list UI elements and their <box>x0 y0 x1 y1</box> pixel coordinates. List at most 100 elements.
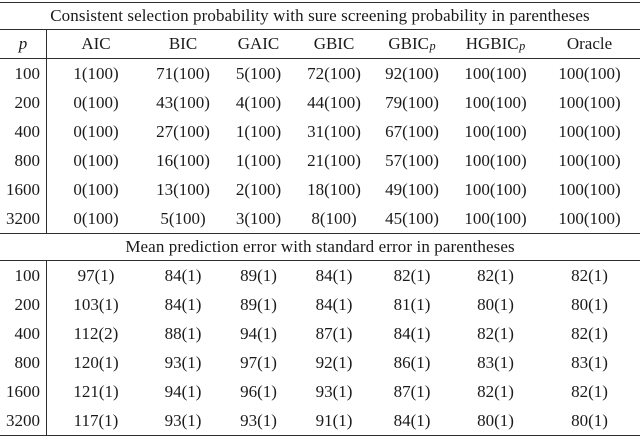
table-cell: 1(100) <box>73 63 119 83</box>
table-cell: 100(100) <box>464 179 527 199</box>
table-cell: 84(1) <box>315 294 353 314</box>
table-row: 200 103(1) 84(1) 89(1) 84(1) 81(1) 80(1)… <box>0 290 640 319</box>
table-cell: 44(100) <box>307 92 361 112</box>
section2-title: Mean prediction error with standard erro… <box>125 237 515 256</box>
table-cell: 82(1) <box>477 323 514 343</box>
table-cell: 83(1) <box>477 352 514 372</box>
table-row: 1600 0(100) 13(100) 2(100) 18(100) 49(10… <box>0 175 640 204</box>
table-cell: 3(100) <box>235 208 282 228</box>
row-label-p: 200 <box>0 88 47 117</box>
table-cell: 0(100) <box>73 121 119 141</box>
table-cell: 82(1) <box>393 265 431 285</box>
table-cell: 93(1) <box>164 352 202 372</box>
table-cell: 92(1) <box>315 352 353 372</box>
table-cell: 82(1) <box>571 323 608 343</box>
table-cell: 82(1) <box>477 381 514 401</box>
table-cell: 16(100) <box>156 150 210 170</box>
table-cell: 117(1) <box>73 410 119 430</box>
top-rule <box>0 2 640 3</box>
col-header-p: p <box>0 30 47 58</box>
table-cell: 84(1) <box>393 323 431 343</box>
col-header-hgbic-p: HGBIC p <box>465 34 526 53</box>
row-label-p: 3200 <box>0 204 47 233</box>
table-cell: 100(100) <box>558 208 621 228</box>
table-cell: 88(1) <box>164 323 202 343</box>
header-top-rule <box>0 29 640 30</box>
row-label-p: 800 <box>0 146 47 175</box>
col-header-bic: BIC <box>168 34 198 53</box>
table-cell: 0(100) <box>73 92 119 112</box>
row-label-p: 400 <box>0 319 47 348</box>
row-label-p: 1600 <box>0 175 47 204</box>
table-row: 100 97(1) 84(1) 89(1) 84(1) 82(1) 82(1) … <box>0 261 640 290</box>
row-label-p: 800 <box>0 348 47 377</box>
table-cell: 100(100) <box>558 179 621 199</box>
table-cell: 1(100) <box>235 150 282 170</box>
table-cell: 18(100) <box>307 179 361 199</box>
table-row: 800 0(100) 16(100) 1(100) 21(100) 57(100… <box>0 146 640 175</box>
table-cell: 80(1) <box>477 294 514 314</box>
section2-top-rule <box>0 260 640 261</box>
table-cell: 67(100) <box>385 121 439 141</box>
table-cell: 91(1) <box>315 410 353 430</box>
table-cell: 0(100) <box>73 208 119 228</box>
table-cell: 97(1) <box>77 265 115 285</box>
table-cell: 100(100) <box>464 63 527 83</box>
col-header-oracle: Oracle <box>566 34 613 53</box>
table-cell: 94(1) <box>240 323 277 343</box>
column-header-row: p AIC BIC GAIC GBIC GBIC p HGBIC p Oracle <box>0 30 640 58</box>
table-cell: 112(2) <box>73 323 119 343</box>
row-label-p: 100 <box>0 261 47 290</box>
bottom-rule <box>0 435 640 436</box>
table-cell: 2(100) <box>235 179 282 199</box>
table-cell: 89(1) <box>240 294 277 314</box>
col-header-gaic: GAIC <box>237 34 280 53</box>
table-cell: 43(100) <box>156 92 210 112</box>
header-bottom-rule <box>0 58 640 59</box>
table-cell: 121(1) <box>73 381 119 401</box>
table-cell: 5(100) <box>235 63 282 83</box>
row-label-p: 3200 <box>0 406 47 435</box>
table-cell: 80(1) <box>571 410 608 430</box>
table-cell: 49(100) <box>385 179 439 199</box>
table-cell: 100(100) <box>558 63 621 83</box>
table-cell: 96(1) <box>240 381 277 401</box>
table-cell: 100(100) <box>464 150 527 170</box>
table-cell: 4(100) <box>235 92 282 112</box>
table-cell: 82(1) <box>571 381 608 401</box>
section1-title: Consistent selection probability with su… <box>50 6 590 25</box>
table-cell: 100(100) <box>558 92 621 112</box>
table-cell: 103(1) <box>73 294 119 314</box>
table-cell: 89(1) <box>240 265 277 285</box>
table-row: 3200 0(100) 5(100) 3(100) 8(100) 45(100)… <box>0 204 640 233</box>
table-cell: 100(100) <box>464 208 527 228</box>
table-cell: 8(100) <box>311 208 357 228</box>
table-row: 100 1(100) 71(100) 5(100) 72(100) 92(100… <box>0 59 640 88</box>
col-header-gbic: GBIC <box>313 34 355 53</box>
table-cell: 84(1) <box>393 410 431 430</box>
table-cell: 79(100) <box>385 92 439 112</box>
table-cell: 13(100) <box>156 179 210 199</box>
table-cell: 93(1) <box>164 410 202 430</box>
table-cell: 87(1) <box>393 381 431 401</box>
row-label-p: 400 <box>0 117 47 146</box>
table-cell: 84(1) <box>164 265 202 285</box>
section-divider-rule <box>0 233 640 234</box>
table-cell: 71(100) <box>156 63 210 83</box>
col-header-aic: AIC <box>81 34 111 53</box>
row-label-p: 100 <box>0 59 47 88</box>
table-cell: 57(100) <box>385 150 439 170</box>
table-row: 3200 117(1) 93(1) 93(1) 91(1) 84(1) 80(1… <box>0 406 640 435</box>
table-cell: 82(1) <box>571 265 608 285</box>
table-row: 400 0(100) 27(100) 1(100) 31(100) 67(100… <box>0 117 640 146</box>
table-cell: 100(100) <box>464 121 527 141</box>
table-cell: 84(1) <box>164 294 202 314</box>
table-cell: 72(100) <box>307 63 361 83</box>
table-cell: 27(100) <box>156 121 210 141</box>
table-cell: 100(100) <box>558 150 621 170</box>
table-cell: 0(100) <box>73 150 119 170</box>
table-cell: 83(1) <box>571 352 608 372</box>
table-cell: 80(1) <box>477 410 514 430</box>
table-cell: 1(100) <box>235 121 282 141</box>
